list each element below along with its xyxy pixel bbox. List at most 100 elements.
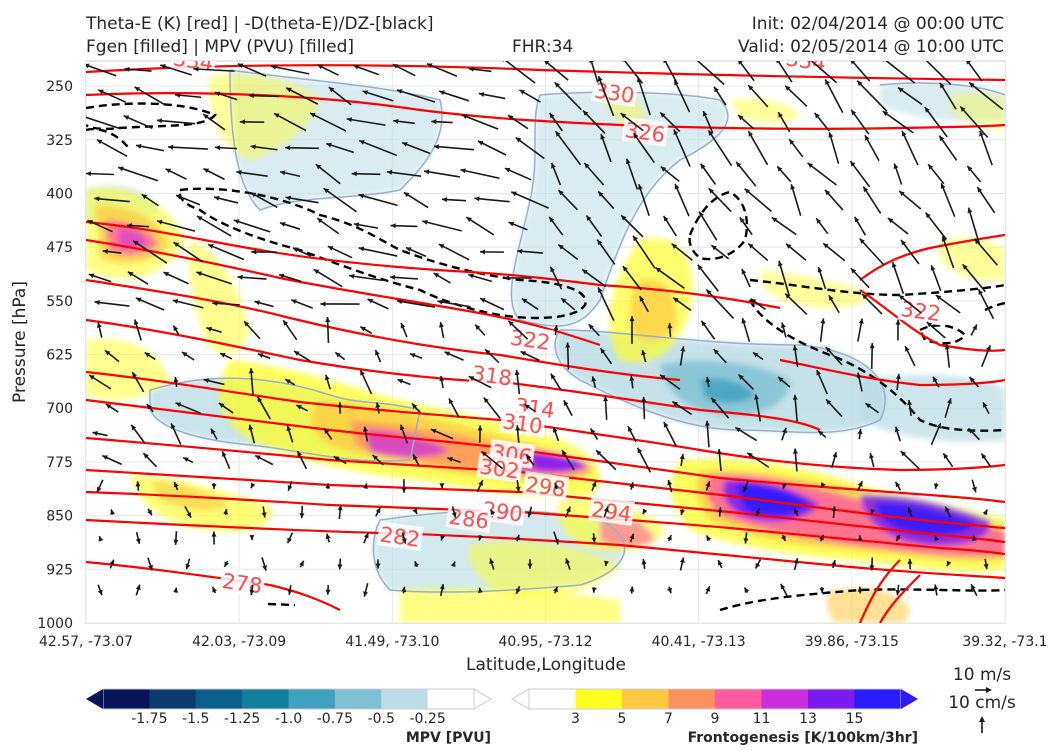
wind-vector xyxy=(828,294,840,314)
mpv-colorbar-tick: -0.75 xyxy=(317,711,353,727)
wind-vector xyxy=(173,376,179,388)
wind-vector xyxy=(557,244,579,260)
wind-vector xyxy=(754,559,762,569)
wind-vector xyxy=(135,481,141,491)
wind-vector xyxy=(211,531,217,545)
fgen-colorbar-swatch xyxy=(761,689,809,709)
wind-vector xyxy=(968,376,980,388)
wind-vector xyxy=(831,451,838,469)
wind-vector xyxy=(396,89,436,103)
wind-vector xyxy=(641,396,647,420)
wind-vector xyxy=(87,219,113,233)
wind-vector xyxy=(448,398,460,418)
wind-vector xyxy=(861,293,883,315)
fgen-colorbar: 3 5 7 9 11 13 15 Frontogenesis [K/100km/3hr] xyxy=(511,688,918,746)
wind-vector xyxy=(324,374,331,390)
wind-vector xyxy=(600,133,612,163)
wind-vector xyxy=(962,263,986,293)
wind-vector xyxy=(527,559,533,569)
wind-vector xyxy=(353,64,379,76)
wind-vector xyxy=(290,299,314,309)
wind-vector xyxy=(508,221,528,231)
wind-vector xyxy=(386,169,422,177)
wind-vector xyxy=(755,507,761,517)
wind-vector xyxy=(944,344,951,368)
wind-vector xyxy=(897,86,923,106)
wind-vector xyxy=(627,425,637,443)
fgen-colorbar-tick: 5 xyxy=(618,711,627,727)
wind-vector xyxy=(968,81,1004,111)
wind-vector xyxy=(165,168,187,180)
wind-vector xyxy=(98,535,104,542)
wind-vector xyxy=(123,115,153,129)
wind-vector xyxy=(925,61,952,86)
wind-vector xyxy=(777,376,791,388)
y-tick-label: 775 xyxy=(46,455,73,471)
wind-vector xyxy=(638,295,650,313)
wind-vector xyxy=(705,376,711,388)
wind-vector xyxy=(553,531,559,545)
wind-vector xyxy=(705,289,735,319)
wind-vector xyxy=(372,454,384,466)
wind-vector xyxy=(444,351,464,361)
wind-vector xyxy=(754,394,762,422)
wind-vector xyxy=(735,161,757,187)
wind-vector xyxy=(292,247,312,257)
theta-e-label: 282 xyxy=(376,521,424,552)
wind-vector xyxy=(477,140,507,156)
wind-vector xyxy=(515,480,521,492)
wind-vector xyxy=(737,114,755,130)
wind-vector xyxy=(622,265,642,291)
svg-text:326: 326 xyxy=(624,118,667,147)
wind-vector xyxy=(221,450,231,470)
wind-vector xyxy=(403,191,429,209)
wind-vector xyxy=(325,483,331,489)
wind-vector xyxy=(716,448,722,472)
wind-vector xyxy=(144,351,156,361)
wind-vector xyxy=(589,428,599,440)
svg-text:278: 278 xyxy=(221,569,264,598)
wind-vector xyxy=(780,322,787,338)
fgen-colorbar-swatch xyxy=(575,689,623,709)
wind-vector xyxy=(603,506,609,518)
wind-vector xyxy=(746,452,770,468)
forecast-hour: FHR:34 xyxy=(512,37,574,57)
wind-vector xyxy=(479,249,505,255)
wind-vector xyxy=(287,481,293,491)
wind-vector xyxy=(367,298,389,310)
wind-vector xyxy=(96,479,104,493)
wind-vector xyxy=(515,534,520,542)
wind-vector xyxy=(904,345,916,367)
wind-vector xyxy=(261,557,267,571)
wind-vector xyxy=(185,558,191,570)
wind-vector xyxy=(409,353,423,359)
wind-vector xyxy=(285,195,319,204)
x-axis-ticks: 42.57, -73.07 42.03, -73.09 41.49, -73.10 4… xyxy=(39,634,1048,650)
wind-vector xyxy=(662,215,678,237)
mpv-colorbar-swatch xyxy=(103,689,150,709)
wind-vector xyxy=(270,64,310,75)
wind-vector xyxy=(237,63,267,77)
wind-vector xyxy=(135,584,141,596)
wind-vector xyxy=(680,508,685,516)
wind-vector xyxy=(132,240,168,264)
wind-vector xyxy=(737,373,755,391)
wind-vector xyxy=(450,561,456,568)
wind-vector xyxy=(636,447,652,473)
wind-vector xyxy=(489,558,495,570)
wind-vector xyxy=(822,242,846,262)
wind-vector xyxy=(97,584,103,596)
wind-vector xyxy=(460,168,500,180)
wind-vector xyxy=(819,318,826,342)
fgen-colorbar-tick: 7 xyxy=(664,711,673,727)
svg-text:282: 282 xyxy=(378,522,421,551)
mpv-colorbar-swatch xyxy=(334,689,382,709)
wind-vector xyxy=(552,426,560,442)
wind-vector xyxy=(519,89,541,103)
wind-vector xyxy=(747,130,769,166)
wind-vector xyxy=(857,586,863,594)
wind-vector xyxy=(323,187,357,213)
wind-vector xyxy=(328,86,352,106)
wind-vector xyxy=(374,349,382,363)
y-tick-label: 925 xyxy=(46,562,73,578)
